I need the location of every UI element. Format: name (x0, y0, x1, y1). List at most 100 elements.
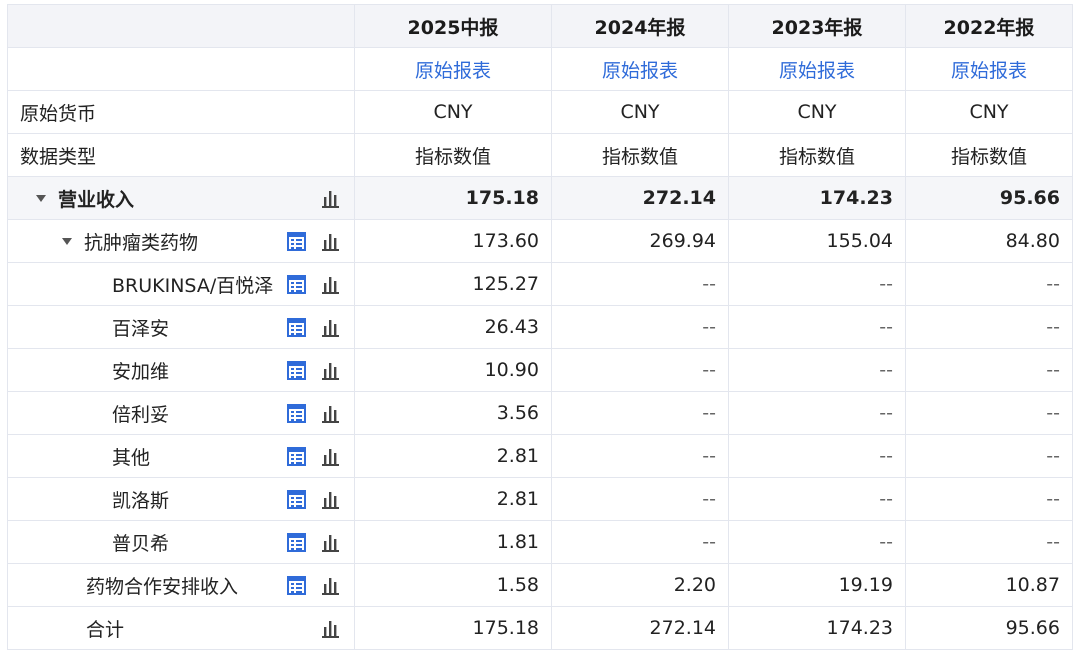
cell-value: 26.43 (354, 305, 552, 349)
report-link-blank-cell (7, 47, 355, 91)
row-label: 倍利妥 (112, 403, 170, 426)
row-kailuosi: 凯洛斯 2.81 -- -- -- (7, 477, 1073, 521)
cell-value: -- (551, 520, 729, 564)
cell-value: 1.58 (354, 563, 552, 607)
cell-value: 指标数值 (728, 133, 906, 177)
table-detail-icon[interactable] (286, 231, 306, 251)
row-label: 药物合作安排收入 (86, 575, 239, 598)
cell-value: 175.18 (354, 606, 552, 650)
table-detail-icon[interactable] (286, 360, 306, 380)
cell-value: 174.23 (728, 606, 906, 650)
original-report-link-2023[interactable]: 原始报表 (728, 47, 906, 91)
original-report-link-2024[interactable]: 原始报表 (551, 47, 729, 91)
cell-value: CNY (905, 90, 1073, 134)
revenue-breakdown-table: 2025中报 2024年报 2023年报 2022年报 原始报表 原始报表 原始… (7, 4, 1073, 650)
cell-value: 3.56 (354, 391, 552, 435)
cell-value: -- (728, 434, 906, 478)
row-collab-revenue: 药物合作安排收入 1.58 2.20 19.19 10.87 (7, 563, 1073, 607)
cell-value: -- (905, 477, 1073, 521)
cell-value: CNY (728, 90, 906, 134)
bar-chart-icon[interactable] (320, 403, 340, 423)
row-label: 抗肿瘤类药物 (84, 231, 199, 254)
currency-row: 原始货币 CNY CNY CNY CNY (7, 90, 1073, 134)
row-label: 营业收入 (58, 188, 135, 211)
period-header-2023[interactable]: 2023年报 (728, 4, 906, 48)
cell-value: 10.87 (905, 563, 1073, 607)
row-label-cell: 百泽安 (7, 305, 355, 349)
cell-value: -- (551, 305, 729, 349)
table-detail-icon[interactable] (286, 532, 306, 552)
cell-value: 155.04 (728, 219, 906, 263)
cell-value: -- (905, 434, 1073, 478)
header-blank-cell (7, 4, 355, 48)
cell-value: -- (551, 434, 729, 478)
original-report-row: 原始报表 原始报表 原始报表 原始报表 (7, 47, 1073, 91)
bar-chart-icon[interactable] (320, 360, 340, 380)
cell-value: 2.20 (551, 563, 729, 607)
row-total: 合计 175.18 272.14 174.23 95.66 (7, 606, 1073, 650)
bar-chart-icon[interactable] (320, 231, 340, 251)
collapse-triangle-icon[interactable] (62, 237, 72, 245)
period-header-2025h1[interactable]: 2025中报 (354, 4, 552, 48)
row-label: 百泽安 (112, 317, 170, 340)
table-detail-icon[interactable] (286, 403, 306, 423)
cell-value: 174.23 (728, 176, 906, 220)
collapse-triangle-icon[interactable] (36, 194, 46, 202)
row-label-cell: 倍利妥 (7, 391, 355, 435)
bar-chart-icon[interactable] (320, 446, 340, 466)
table-detail-icon[interactable] (286, 575, 306, 595)
bar-chart-icon[interactable] (320, 188, 340, 208)
row-label: 其他 (112, 446, 151, 469)
cell-value: 272.14 (551, 176, 729, 220)
cell-value: 269.94 (551, 219, 729, 263)
period-header-2022[interactable]: 2022年报 (905, 4, 1073, 48)
period-header-2024[interactable]: 2024年报 (551, 4, 729, 48)
cell-value: -- (551, 391, 729, 435)
cell-value: 272.14 (551, 606, 729, 650)
cell-value: -- (728, 391, 906, 435)
bar-chart-icon[interactable] (320, 618, 340, 638)
row-pubeixi: 普贝希 1.81 -- -- -- (7, 520, 1073, 564)
cell-value: CNY (551, 90, 729, 134)
cell-value: 2.81 (354, 477, 552, 521)
period-header-row: 2025中报 2024年报 2023年报 2022年报 (7, 4, 1073, 48)
original-report-link-2025h1[interactable]: 原始报表 (354, 47, 552, 91)
row-other: 其他 2.81 -- -- -- (7, 434, 1073, 478)
row-beilituo: 倍利妥 3.56 -- -- -- (7, 391, 1073, 435)
row-label-cell: 凯洛斯 (7, 477, 355, 521)
bar-chart-icon[interactable] (320, 274, 340, 294)
row-label-cell: 其他 (7, 434, 355, 478)
cell-value: 125.27 (354, 262, 552, 306)
cell-value: -- (905, 305, 1073, 349)
table-detail-icon[interactable] (286, 274, 306, 294)
cell-value: 173.60 (354, 219, 552, 263)
cell-value: -- (728, 305, 906, 349)
data-type-row: 数据类型 指标数值 指标数值 指标数值 指标数值 (7, 133, 1073, 177)
cell-value: -- (728, 520, 906, 564)
table-detail-icon[interactable] (286, 317, 306, 337)
row-label: BRUKINSA/百悦泽 (112, 274, 274, 297)
row-label-cell: 普贝希 (7, 520, 355, 564)
original-report-link-2022[interactable]: 原始报表 (905, 47, 1073, 91)
cell-value: 95.66 (905, 176, 1073, 220)
cell-value: -- (905, 391, 1073, 435)
table-detail-icon[interactable] (286, 446, 306, 466)
cell-value: -- (905, 348, 1073, 392)
table-detail-icon[interactable] (286, 489, 306, 509)
cell-value: 1.81 (354, 520, 552, 564)
row-anjiawei: 安加维 10.90 -- -- -- (7, 348, 1073, 392)
cell-value: -- (551, 477, 729, 521)
bar-chart-icon[interactable] (320, 575, 340, 595)
bar-chart-icon[interactable] (320, 489, 340, 509)
cell-value: 指标数值 (551, 133, 729, 177)
cell-value: 175.18 (354, 176, 552, 220)
cell-value: -- (905, 262, 1073, 306)
cell-value: 指标数值 (905, 133, 1073, 177)
cell-value: CNY (354, 90, 552, 134)
row-label: 普贝希 (112, 532, 170, 555)
row-baizean: 百泽安 26.43 -- -- -- (7, 305, 1073, 349)
bar-chart-icon[interactable] (320, 532, 340, 552)
cell-value: 指标数值 (354, 133, 552, 177)
bar-chart-icon[interactable] (320, 317, 340, 337)
